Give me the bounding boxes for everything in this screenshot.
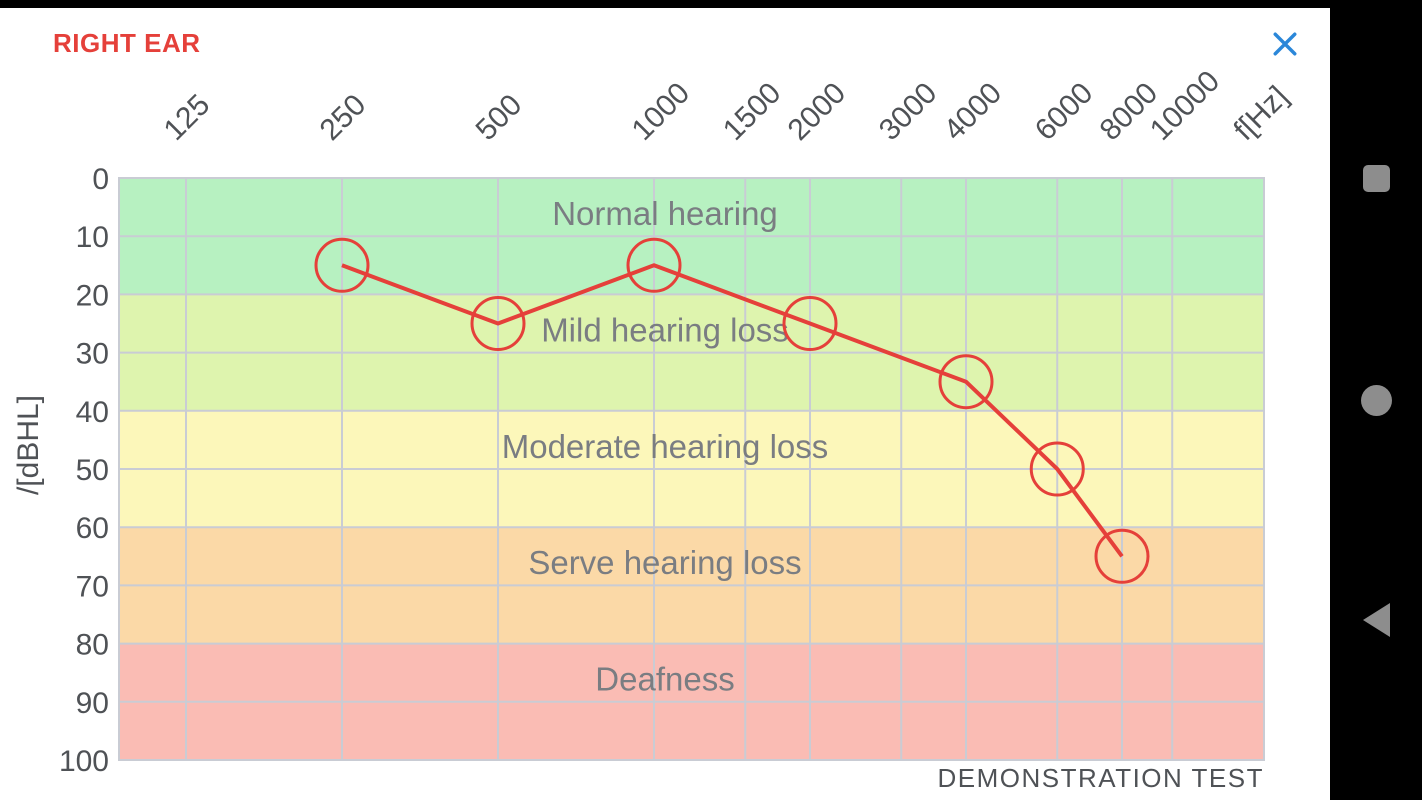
square-icon — [1362, 164, 1390, 192]
y-tick-label: 50 — [76, 454, 109, 487]
x-tick-label: 125 — [158, 88, 217, 147]
triangle-left-icon — [1362, 603, 1390, 637]
threshold-line — [341, 263, 1124, 558]
plot-border — [118, 177, 1265, 761]
band-label: Serve hearing loss — [528, 544, 801, 581]
y-tick-label: 20 — [76, 279, 109, 312]
y-tick-label: 60 — [76, 512, 109, 545]
y-tick-label: 10 — [76, 221, 109, 254]
data-point-1000hz — [626, 237, 682, 293]
data-point-8000hz — [1094, 528, 1150, 584]
x-tick-label: 6000 — [1029, 76, 1100, 147]
y-tick-label: 100 — [59, 745, 109, 778]
x-axis-unit-label: f[Hz] — [1228, 80, 1295, 147]
home-button[interactable] — [1330, 368, 1422, 432]
x-tick-label: 250 — [314, 88, 373, 147]
data-point-500hz — [470, 296, 526, 351]
close-icon[interactable] — [1272, 31, 1298, 57]
data-point-250hz — [314, 237, 370, 293]
y-tick-label: 90 — [76, 687, 109, 720]
x-tick-label: 1000 — [626, 76, 697, 147]
status-bar — [0, 0, 1422, 8]
data-point-4000hz — [938, 354, 994, 410]
y-tick-label: 30 — [76, 338, 109, 371]
audiogram-chart: 0 10 20 30 40 50 60 70 80 90 100 125 250 500 1000 15002… — [12, 65, 1295, 793]
x-tick-label: 8000 — [1094, 76, 1165, 147]
back-button[interactable] — [1330, 588, 1422, 652]
y-tick-label: 80 — [76, 629, 109, 662]
android-nav-bar — [1330, 0, 1422, 800]
recents-button[interactable] — [1330, 146, 1422, 210]
circle-icon — [1360, 384, 1392, 416]
y-tick-label: 70 — [76, 570, 109, 603]
y-axis-label: /[dBHL] — [12, 395, 45, 495]
band-label: Normal hearing — [552, 195, 778, 232]
y-tick-label: 0 — [92, 163, 109, 196]
band-label: Mild hearing loss — [541, 311, 789, 348]
band-label: Deafness — [595, 661, 734, 698]
y-tick-label: 40 — [76, 396, 109, 429]
page-title: RIGHT EAR — [53, 28, 201, 58]
x-tick-label: 1500 — [717, 76, 788, 147]
demo-watermark: DEMONSTRATION TEST — [938, 763, 1265, 793]
close-icon-glyph — [1273, 32, 1297, 56]
x-tick-label: 3000 — [873, 76, 944, 147]
x-tick-label: 500 — [470, 88, 529, 147]
x-tick-label: 2000 — [782, 76, 853, 147]
audiogram-app: 0 10 20 30 40 50 60 70 80 90 100 125 250 500 1000 1500 2… — [12, 28, 1298, 793]
data-point-2000hz — [782, 296, 838, 351]
data-point-6000hz — [1029, 441, 1085, 497]
band-label: Moderate hearing loss — [502, 428, 829, 465]
x-tick-label: 4000 — [938, 76, 1009, 147]
